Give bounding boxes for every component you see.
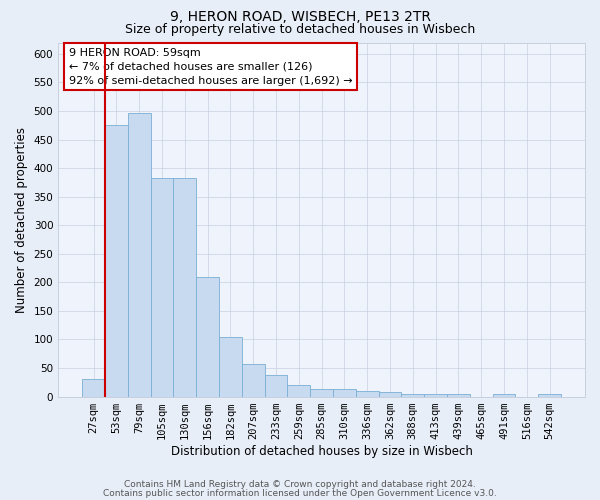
Bar [538, 394, 561, 396]
Bar [287, 385, 310, 396]
Bar [493, 394, 515, 396]
Text: 9, HERON ROAD, WISBECH, PE13 2TR: 9, HERON ROAD, WISBECH, PE13 2TR [170, 10, 431, 24]
Bar [424, 394, 447, 396]
Bar [128, 112, 151, 397]
Text: Contains public sector information licensed under the Open Government Licence v3: Contains public sector information licen… [103, 488, 497, 498]
Bar [219, 337, 242, 396]
Bar [447, 394, 470, 396]
Y-axis label: Number of detached properties: Number of detached properties [15, 126, 28, 312]
Bar [333, 389, 356, 396]
Bar [242, 364, 265, 396]
Text: Size of property relative to detached houses in Wisbech: Size of property relative to detached ho… [125, 22, 475, 36]
Bar [82, 380, 105, 396]
Bar [401, 394, 424, 396]
Bar [173, 178, 196, 396]
Bar [356, 391, 379, 396]
X-axis label: Distribution of detached houses by size in Wisbech: Distribution of detached houses by size … [170, 444, 473, 458]
Bar [265, 375, 287, 396]
Text: Contains HM Land Registry data © Crown copyright and database right 2024.: Contains HM Land Registry data © Crown c… [124, 480, 476, 489]
Bar [379, 392, 401, 396]
Bar [105, 126, 128, 396]
Bar [310, 389, 333, 396]
Text: 9 HERON ROAD: 59sqm
← 7% of detached houses are smaller (126)
92% of semi-detach: 9 HERON ROAD: 59sqm ← 7% of detached hou… [69, 48, 352, 86]
Bar [151, 178, 173, 396]
Bar [196, 276, 219, 396]
